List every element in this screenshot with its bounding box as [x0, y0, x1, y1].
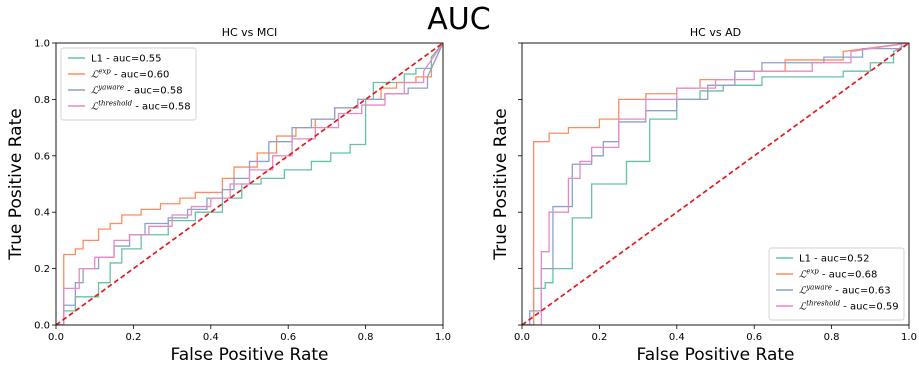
legend-entry-auc: - auc=0.58: [132, 102, 191, 113]
legend-entry-superscript: exp: [806, 268, 819, 276]
y-tick-label: 0.0: [34, 321, 50, 332]
legend-entry-symbol: ℒ: [91, 86, 99, 97]
panel-hc-vs-ad: HC vs AD 0.0 0.2 0.4 0.6 0.8 1.0 False Positive…: [491, 26, 917, 365]
x-tick-label: 0.0: [48, 332, 64, 343]
panel-title: HC vs MCI: [222, 26, 278, 39]
legend-entry: L1 - auc=0.52: [799, 254, 870, 265]
roc-curve-series-3: [522, 43, 909, 325]
y-tick-label: 1.0: [34, 39, 50, 50]
legend-entry: ℒyaware - auc=0.63: [799, 284, 891, 297]
roc-curve-series-3: [56, 43, 443, 325]
legend-entry: L1 - auc=0.55: [91, 54, 162, 65]
x-tick-label: 0.2: [125, 332, 141, 343]
x-axis-label: False Positive Rate: [171, 345, 329, 365]
legend-entry-symbol: ℒ: [799, 270, 807, 281]
axes-frame: [521, 42, 910, 326]
legend-entry-symbol: ℒ: [799, 302, 807, 313]
legend-entry: ℒexp - auc=0.68: [799, 268, 877, 281]
x-tick-label: 0.8: [824, 332, 840, 343]
x-tick-label: 0.8: [358, 332, 374, 343]
legend-entry-superscript: yaware: [805, 284, 832, 292]
legend-box: [768, 247, 905, 321]
y-tick-label: 0.8: [34, 95, 50, 106]
legend-entry-auc: - auc=0.52: [811, 254, 870, 265]
series-group: [56, 43, 443, 325]
axes-frame: [55, 42, 444, 326]
figure-suptitle: AUC: [427, 2, 490, 37]
x-tick-label: 0.4: [669, 332, 685, 343]
legend-entry-superscript: yaware: [97, 84, 124, 92]
y-tick-label: 0.2: [34, 264, 50, 275]
roc-curve-series-2: [56, 43, 443, 325]
legend-entry-auc: - auc=0.55: [103, 54, 162, 65]
y-axis-label: True Positive Rate: [491, 108, 511, 260]
panel-title: HC vs AD: [690, 26, 741, 39]
legend-entry: ℒthreshold - auc=0.58: [91, 100, 191, 113]
legend-entry-superscript: threshold: [806, 300, 840, 308]
x-tick-label: 1.0: [901, 332, 917, 343]
legend-entry-auc: - auc=0.60: [111, 70, 170, 81]
y-tick-label: 0.4: [34, 208, 50, 219]
y-axis-label: True Positive Rate: [6, 108, 26, 260]
legend-entry-symbol: ℒ: [91, 70, 99, 81]
x-tick-label: 0.4: [203, 332, 219, 343]
x-axis-label: False Positive Rate: [637, 345, 795, 365]
legend-entry-auc: - auc=0.58: [124, 86, 183, 97]
x-tick-label: 1.0: [435, 332, 451, 343]
legend-entry-symbol: ℒ: [91, 102, 99, 113]
legend-entry-symbol: L1: [91, 54, 103, 65]
series-group: [522, 43, 909, 325]
legend-entry: ℒexp - auc=0.60: [91, 68, 169, 81]
roc-curve-series-1: [522, 43, 909, 325]
x-tick-label: 0.0: [514, 332, 530, 343]
roc-curve-series-1: [56, 43, 443, 325]
legend-entry-auc: - auc=0.68: [819, 270, 878, 281]
x-tick-label: 0.2: [591, 332, 607, 343]
x-tick-label: 0.6: [746, 332, 762, 343]
panel-hc-vs-mci: HC vs MCI 0.0 0.2 0.4 0.6 0.8 1.0 0.0 0.2 0.4 0.6 0…: [6, 26, 451, 365]
legend-entry-superscript: threshold: [98, 100, 132, 108]
legend-entry-auc: - auc=0.59: [840, 302, 899, 313]
x-tick-label: 0.6: [280, 332, 296, 343]
legend-entry: ℒthreshold - auc=0.59: [799, 300, 899, 313]
legend-entry-symbol: ℒ: [799, 286, 807, 297]
y-tick-label: 0.6: [34, 151, 50, 162]
legend-box: [60, 47, 197, 121]
legend-entry-auc: - auc=0.63: [832, 286, 891, 297]
legend-entry-symbol: L1: [799, 254, 811, 265]
legend-entry: ℒyaware - auc=0.58: [91, 84, 183, 97]
legend-entry-superscript: exp: [98, 68, 111, 76]
roc-curve-series-0: [522, 43, 909, 325]
